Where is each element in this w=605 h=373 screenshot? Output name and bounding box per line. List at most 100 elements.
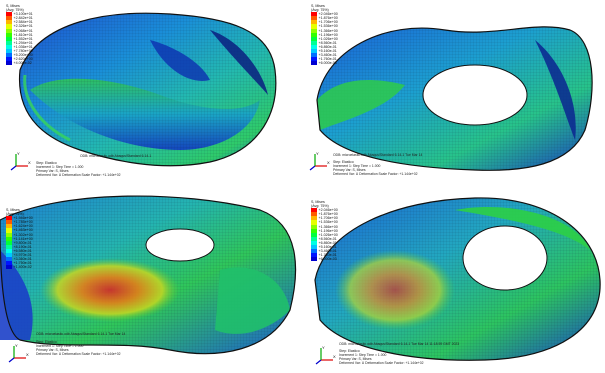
legend-value: +5.160e-01 (318, 245, 337, 250)
legend-value: +1.624e+00 (13, 224, 33, 229)
legend-entry: +3.100e+01 (6, 12, 33, 17)
legend-value: +5.160e-01 (318, 49, 337, 54)
legend-swatch (311, 44, 317, 50)
viewport-panel-4[interactable]: S, Mises (Avg: 75%) +2.046e+00 +1.876e+00… (305, 190, 605, 373)
legend-swatch (6, 244, 12, 249)
legend-entry: +5.160e-01 (311, 49, 338, 54)
legend-swatch (6, 57, 12, 62)
legend-swatch (6, 36, 12, 41)
triad-y-label: Y (316, 151, 319, 156)
legend-value: +1.810e+01 (13, 32, 33, 37)
legend-entry: +1.026e+00 (311, 36, 338, 41)
legend-entry: +2.046e+00 (311, 208, 338, 213)
legend-value: +1.706e+00 (318, 20, 338, 25)
legend-swatch (311, 20, 317, 25)
legend-subtitle: (Avg: 75%) (6, 8, 24, 13)
increment-info: Increment 1: Step Time = 1.000 (333, 164, 381, 168)
triad-x-label: X (327, 160, 330, 165)
legend-title: S, Mises (6, 208, 20, 212)
deformed-var: Deformed Var: U Deformation Scale Factor… (339, 361, 424, 365)
legend-swatch (6, 12, 12, 17)
legend-entry: +1.036e+01 (6, 44, 33, 50)
legend-entry: +2.620e+00 (6, 57, 33, 62)
legend-entry: +1.196e+00 (311, 228, 338, 233)
legend-value: +1.785e+00 (13, 220, 33, 225)
legend-value: +1.026e+00 (318, 36, 338, 41)
legend-swatch (6, 232, 12, 237)
legend-value: +9.800e-01 (13, 240, 32, 245)
legend-value: +1.366e+00 (318, 224, 338, 229)
viewport-panel-1[interactable]: S, Mises (Avg: 75%) +3.100e+01 +2.842e+01… (0, 0, 300, 186)
triad-y-label: Y (15, 343, 18, 348)
legend-entry: +1.141e+00 (6, 236, 33, 241)
step-info-block: Step: Elastico Increment 1: Step Time = … (36, 340, 121, 356)
deformed-var: Deformed Var: U Deformation Scale Factor… (333, 172, 418, 176)
legend-value: +1.536e+00 (318, 220, 338, 225)
deformed-var: Deformed Var: U Deformation Scale Factor… (36, 173, 121, 177)
legend-value: +1.036e+01 (13, 44, 33, 49)
legend-value: +2.046e+00 (318, 12, 338, 17)
legend-title: S, Mises (311, 4, 325, 8)
legend-entry: +1.750e-01 (6, 261, 33, 266)
legend-value: +2.068e+01 (13, 28, 33, 33)
primary-var: Primary Var: S, Mises (333, 168, 366, 172)
legend-entry: +1.536e+00 (311, 24, 338, 29)
viewport-panel-3[interactable]: S, Mises (Avg: 75%) +1.946e+00 +1.785e+00… (0, 190, 300, 373)
legend-value: +2.046e+00 (318, 208, 338, 213)
legend-value: +6.580e-01 (13, 248, 32, 253)
legend-swatch (311, 12, 317, 17)
step-info-block: Step: Elastico Increment 1: Step Time = … (339, 349, 424, 365)
fea-stress-contour-plot (18, 12, 277, 167)
legend-entry: +5.160e-01 (311, 245, 338, 250)
step-info-block: Step: Elastico Increment 1: Step Time = … (333, 160, 418, 176)
axis-triad-icon: X Y (8, 342, 30, 369)
viewport-panel-2[interactable]: S, Mises (Avg: 75%) +2.046e+00 +1.876e+00… (305, 0, 605, 186)
deformed-var: Deformed Var: U Deformation Scale Factor… (36, 352, 121, 356)
legend-entry: +2.068e+01 (6, 28, 33, 33)
legend-entry: +1.760e-01 (311, 57, 338, 62)
legend-entry: +8.560e-01 (311, 236, 338, 241)
legend-swatch (6, 20, 12, 25)
triad-x-label: X (28, 160, 31, 165)
primary-var: Primary Var: S, Mises (36, 169, 69, 173)
legend-entry: +3.460e-01 (311, 249, 338, 254)
legend-value: +1.196e+00 (318, 228, 338, 233)
legend-value: +1.463e+00 (13, 228, 33, 233)
legend-value: +1.706e+00 (318, 216, 338, 221)
legend-entry: +8.190e-01 (6, 244, 33, 249)
legend-swatch (6, 32, 12, 37)
triad-x-label: X (333, 354, 336, 359)
primary-var: Primary Var: S, Mises (339, 357, 372, 361)
step-name: Step: Elastico (36, 340, 57, 344)
fea-stress-contour-plot (0, 195, 297, 355)
legend-swatch (311, 216, 317, 221)
legend-entry: +3.460e-01 (311, 53, 338, 58)
primary-var: Primary Var: S, Mises (36, 348, 69, 352)
legend-entry: +1.810e+01 (6, 32, 33, 37)
legend-value: +1.946e+00 (13, 216, 33, 221)
legend-entry: +6.580e-01 (6, 248, 33, 254)
legend-entry: +1.294e+01 (6, 40, 33, 45)
increment-info: Increment 1: Step Time = 1.000 (36, 344, 84, 348)
color-legend: S, Mises (Avg: 75%) +2.046e+00 +1.876e+00… (311, 4, 338, 66)
legend-value: +1.196e+00 (318, 32, 338, 37)
legend-swatch (311, 240, 317, 246)
legend-swatch (6, 16, 12, 21)
legend-entry: +1.196e+00 (311, 32, 338, 37)
legend-value: +2.326e+01 (13, 24, 33, 29)
color-legend: S, Mises (Avg: 75%) +3.100e+01 +2.842e+01… (6, 4, 33, 66)
legend-value: +3.460e-01 (318, 249, 337, 254)
odb-info-line: ODB: microelastic.odb Abaqus/Standard 6.… (80, 154, 152, 158)
legend-swatch (6, 61, 12, 66)
legend-swatch (311, 232, 317, 237)
legend-value: +1.302e+00 (13, 232, 33, 237)
legend-value: +5.200e+00 (13, 53, 33, 58)
legend-swatch (6, 53, 12, 58)
legend-entry: +1.026e+00 (311, 232, 338, 237)
legend-value: +8.560e-01 (318, 236, 337, 241)
legend-entry: +1.366e+00 (311, 28, 338, 33)
legend-value: +1.141e+00 (13, 236, 33, 241)
legend-value: +4.970e-01 (13, 253, 32, 258)
axis-triad-icon: X Y (309, 150, 331, 177)
legend-swatch (311, 236, 317, 241)
